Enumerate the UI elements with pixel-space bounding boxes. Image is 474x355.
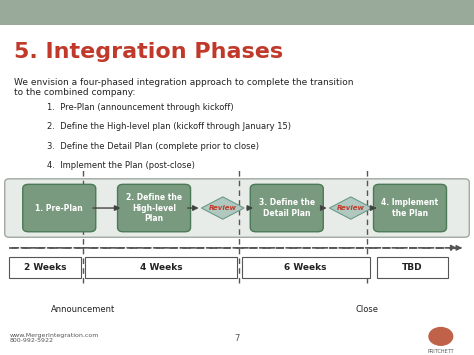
- Polygon shape: [329, 197, 372, 219]
- FancyBboxPatch shape: [118, 184, 191, 232]
- FancyBboxPatch shape: [377, 257, 448, 278]
- Text: 2. Define the
High-level
Plan: 2. Define the High-level Plan: [126, 193, 182, 223]
- Text: www.MergerIntegration.com
800-992-5922: www.MergerIntegration.com 800-992-5922: [9, 333, 99, 344]
- Text: 3.  Define the Detail Plan (complete prior to close): 3. Define the Detail Plan (complete prio…: [47, 142, 259, 151]
- Text: Review: Review: [337, 205, 365, 211]
- Circle shape: [429, 328, 453, 345]
- FancyBboxPatch shape: [250, 184, 323, 232]
- Text: Review: Review: [209, 205, 237, 211]
- Text: 7: 7: [234, 334, 240, 344]
- Text: 4 Weeks: 4 Weeks: [140, 263, 182, 272]
- Polygon shape: [201, 197, 244, 219]
- Text: 5. Integration Phases: 5. Integration Phases: [14, 43, 283, 62]
- FancyBboxPatch shape: [5, 179, 469, 237]
- FancyBboxPatch shape: [23, 184, 96, 232]
- FancyBboxPatch shape: [9, 257, 81, 278]
- Text: 6 Weeks: 6 Weeks: [284, 263, 327, 272]
- Text: PRITCHETT: PRITCHETT: [428, 349, 454, 354]
- FancyBboxPatch shape: [374, 184, 447, 232]
- Text: 4.  Implement the Plan (post-close): 4. Implement the Plan (post-close): [47, 161, 195, 170]
- FancyBboxPatch shape: [0, 0, 474, 25]
- Text: TBD: TBD: [402, 263, 423, 272]
- Text: We envision a four-phased integration approach to complete the transition
to the: We envision a four-phased integration ap…: [14, 78, 354, 97]
- FancyBboxPatch shape: [85, 257, 237, 278]
- Text: 2 Weeks: 2 Weeks: [24, 263, 66, 272]
- Text: 1. Pre-Plan: 1. Pre-Plan: [36, 203, 83, 213]
- Text: 1.  Pre-Plan (announcement through kickoff): 1. Pre-Plan (announcement through kickof…: [47, 103, 234, 112]
- Text: 3. Define the
Detail Plan: 3. Define the Detail Plan: [259, 198, 315, 218]
- Text: 2.  Define the High-level plan (kickoff through January 15): 2. Define the High-level plan (kickoff t…: [47, 122, 292, 131]
- Text: Close: Close: [356, 305, 379, 313]
- Text: 4. Implement
the Plan: 4. Implement the Plan: [382, 198, 438, 218]
- FancyBboxPatch shape: [242, 257, 370, 278]
- Text: Announcement: Announcement: [51, 305, 115, 313]
